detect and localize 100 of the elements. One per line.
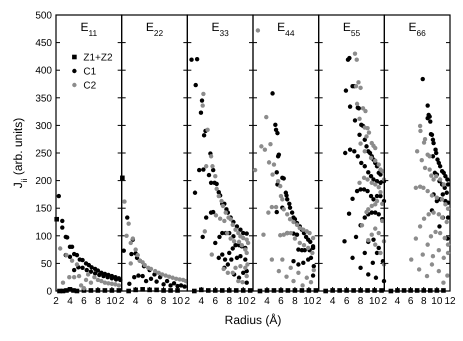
point [245, 262, 250, 267]
point [102, 288, 108, 293]
point [362, 149, 367, 154]
point [226, 270, 230, 275]
point [67, 275, 72, 280]
point [287, 202, 292, 206]
point [238, 264, 243, 268]
point [222, 257, 228, 262]
point [274, 210, 279, 214]
point [428, 119, 432, 124]
point [210, 252, 214, 257]
point [78, 283, 84, 288]
point [86, 272, 90, 277]
point [388, 288, 394, 294]
point [248, 288, 253, 293]
point [261, 232, 266, 237]
point [170, 276, 175, 280]
point [60, 218, 64, 224]
point [370, 232, 374, 237]
point [312, 264, 316, 268]
point [236, 278, 241, 284]
legend-label: Z1+Z2 [83, 52, 114, 64]
point [126, 221, 131, 226]
point [274, 170, 279, 175]
x-tick-label: 4 [132, 296, 139, 307]
text: E$_{33}$ [211, 20, 230, 38]
point [433, 230, 438, 234]
point [96, 268, 100, 273]
x-tick-label: 6 [212, 296, 218, 307]
y-tick-label: 500 [35, 10, 52, 22]
y-tick-label: 300 [35, 120, 52, 132]
x-tick-label: 4 [330, 296, 336, 307]
x-tick-label: 10 [368, 296, 381, 307]
point [192, 190, 198, 195]
point [58, 246, 62, 251]
point [128, 261, 133, 266]
x-tick-label: 6 [408, 296, 414, 307]
point [122, 199, 127, 204]
point [144, 278, 148, 284]
point [272, 288, 276, 293]
point [288, 217, 292, 222]
x-tick-label: 2 [118, 296, 125, 307]
point [264, 114, 268, 120]
point [301, 260, 306, 266]
point [358, 86, 363, 90]
point [230, 246, 235, 251]
point [278, 184, 282, 188]
point [102, 280, 108, 285]
point [418, 128, 423, 134]
point [402, 288, 406, 293]
point [220, 288, 225, 293]
point [80, 266, 85, 270]
point [74, 288, 80, 294]
point [373, 202, 378, 207]
point [302, 242, 306, 248]
point [194, 56, 200, 62]
point [438, 230, 442, 236]
y-tick-label: 400 [35, 66, 52, 77]
point [420, 252, 425, 257]
point [168, 288, 173, 293]
x-tick-label: 8 [358, 296, 364, 307]
point [220, 252, 224, 257]
point [444, 190, 449, 195]
x-tick-label: 8 [226, 296, 232, 307]
point [442, 256, 446, 260]
point [290, 210, 294, 215]
x-tick-label: 10 [238, 296, 250, 307]
point [418, 124, 422, 128]
point [266, 160, 272, 165]
point [210, 164, 215, 168]
point [230, 222, 235, 227]
point [270, 91, 275, 96]
point [272, 162, 276, 167]
point [126, 288, 131, 294]
point [274, 204, 278, 210]
point [224, 210, 228, 215]
point [373, 226, 378, 231]
point [356, 80, 361, 85]
point [291, 220, 296, 224]
x-tick-label: 10 [431, 296, 443, 307]
point [441, 288, 446, 293]
point [99, 278, 104, 284]
point [56, 194, 61, 198]
point [113, 282, 118, 287]
point [206, 172, 212, 178]
point [74, 252, 80, 258]
point [436, 248, 442, 252]
point [308, 240, 312, 244]
point [288, 266, 293, 270]
point [60, 225, 64, 230]
point [379, 288, 384, 293]
point [314, 288, 318, 293]
point [370, 180, 374, 186]
point [430, 254, 436, 258]
point [270, 172, 275, 177]
x-tick-label: 8 [160, 296, 167, 307]
point [197, 168, 202, 172]
x-tick-label: 2 [382, 296, 388, 307]
x-tick-label: 10 [303, 296, 315, 307]
point [414, 186, 418, 190]
